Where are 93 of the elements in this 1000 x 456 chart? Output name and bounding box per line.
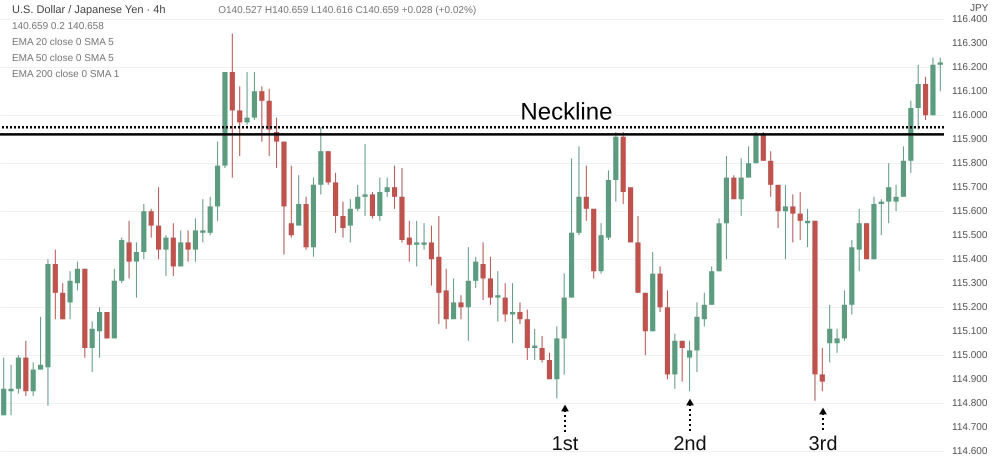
y-tick-label: 115.600: [952, 206, 988, 218]
y-tick-label: 115.100: [952, 326, 988, 338]
candlestick: [156, 186, 162, 260]
y-tick-label: 115.300: [952, 278, 988, 290]
y-tick-label: 115.700: [952, 182, 988, 194]
candlestick: [916, 64, 921, 130]
candlestick: [798, 192, 803, 240]
candlestick: [878, 198, 884, 236]
candlestick: [731, 174, 736, 200]
candlestick: [377, 177, 382, 222]
annotation: 3rd: [808, 433, 838, 455]
y-tick-label: 114.900: [952, 374, 988, 386]
y-axis-title: JPY: [970, 3, 989, 14]
candlestick: [370, 192, 376, 219]
candlestick: [827, 304, 832, 363]
y-tick-label: 116.000: [952, 110, 988, 122]
candlestick: [244, 72, 250, 126]
candlestick: [406, 220, 412, 262]
y-tick-label: 115.800: [952, 158, 988, 170]
candlestick: [74, 261, 80, 291]
candlestick: [480, 242, 486, 300]
y-tick-label: 115.200: [952, 302, 988, 314]
annotation: O140.527 H140.659 L140.616 C140.659 +0.028 (+0.02%): [218, 5, 476, 16]
candlestick: [348, 198, 353, 243]
annotation: EMA 20 close 0 SMA 5: [12, 37, 114, 48]
candlestick: [185, 230, 191, 262]
candlestick: [546, 352, 552, 380]
chart-title: U.S. Dollar / Japanese Yen · 4h: [12, 4, 166, 16]
y-tick-label: 114.700: [952, 422, 988, 434]
y-tick-label: 115.400: [952, 254, 988, 266]
candlestick: [414, 220, 420, 267]
candlestick: [738, 158, 744, 216]
y-tick-label: 116.100: [952, 86, 988, 98]
candlestick: [495, 270, 500, 322]
candlestick: [790, 194, 796, 243]
candlestick: [362, 144, 368, 216]
candlestick: [702, 292, 707, 327]
candlestick: [450, 278, 456, 320]
candlestick: [355, 184, 360, 212]
annotation: 2nd: [673, 433, 707, 455]
candlestick: [38, 316, 44, 370]
candlestick: [134, 242, 140, 298]
candlestick: [746, 146, 752, 178]
candlestick: [178, 230, 184, 267]
y-tick-label: 115.000: [952, 350, 988, 362]
candlestick: [768, 150, 774, 198]
y-tick-label: 116.200: [952, 62, 988, 74]
candlestick: [488, 256, 494, 306]
candlestick: [148, 208, 154, 238]
candlestick: [584, 165, 589, 222]
candlestick: [163, 234, 169, 276]
candlestick: [782, 184, 788, 260]
annotation: EMA 50 close 0 SMA 5: [12, 53, 114, 64]
candlestick: [686, 340, 692, 392]
candlestick: [392, 165, 398, 210]
candlestick: [428, 225, 434, 286]
annotation: 1st: [552, 433, 579, 455]
y-tick-label: 116.300: [952, 38, 988, 50]
candlestick: [296, 174, 302, 226]
candlestick: [473, 256, 478, 288]
candlestick: [192, 218, 198, 262]
annotation: 140.659 0.2 140.658: [12, 21, 104, 32]
y-tick-label: 114.800: [952, 398, 988, 410]
candlestick: [510, 282, 516, 344]
candlestick: [259, 86, 264, 142]
candlestick: [90, 321, 95, 372]
y-tick-label: 116.400: [952, 14, 988, 26]
candlestick: [539, 336, 545, 363]
candlestick: [893, 184, 899, 212]
candlestick: [421, 222, 427, 250]
candlestick: [384, 177, 390, 198]
candlestick: [517, 302, 523, 324]
y-tick-label: 115.500: [952, 230, 988, 242]
candlestick: [340, 201, 346, 238]
candlestick: [938, 57, 943, 92]
candlestick: [67, 270, 73, 320]
annotation: EMA 200 close 0 SMA 1: [12, 69, 120, 80]
candlestick: [502, 282, 508, 322]
ref-line-label: Neckline: [520, 98, 612, 126]
candlestick: [126, 220, 132, 279]
candlestick: [237, 86, 242, 156]
candlestick: [96, 306, 102, 358]
candlestick: [834, 328, 840, 354]
candlestick: [200, 198, 206, 243]
candlestick: [458, 294, 464, 320]
candlestick: [680, 340, 685, 382]
candlestick: [288, 165, 294, 238]
candlestick: [820, 348, 825, 392]
y-tick-label: 114.600: [952, 446, 988, 456]
y-tick-label: 115.900: [952, 134, 988, 146]
candlestick: [30, 362, 36, 396]
candlestick: [532, 328, 538, 360]
candlestick: [886, 162, 892, 224]
